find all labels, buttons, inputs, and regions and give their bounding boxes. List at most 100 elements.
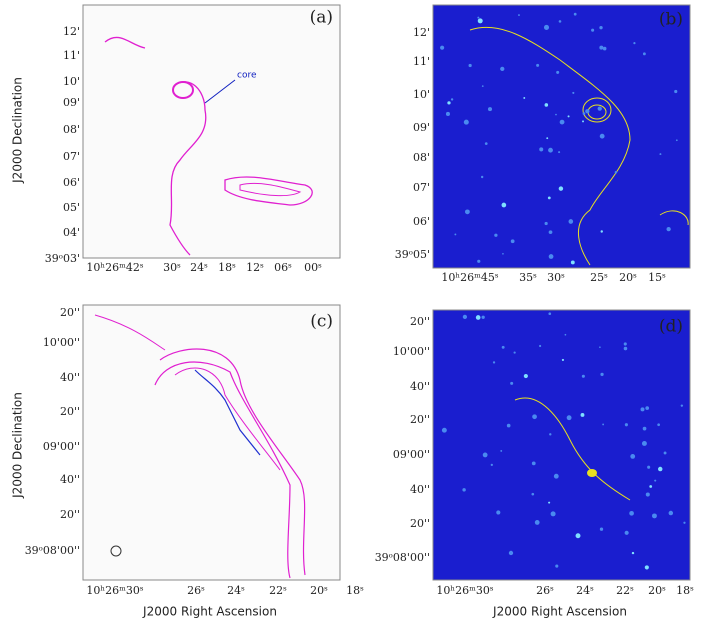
star	[445, 111, 450, 116]
x-tick-label: 25ˢ	[590, 271, 608, 284]
star	[518, 14, 520, 16]
y-tick-label: 05'	[63, 201, 80, 214]
x-tick-label: 12ˢ	[246, 261, 264, 274]
star	[651, 513, 657, 519]
star	[543, 24, 550, 30]
y-tick-label: 09'00''	[43, 440, 80, 453]
x-tick-label: 00ˢ	[304, 261, 322, 274]
star	[674, 89, 678, 94]
x-tick-label: 10ʰ26ᵐ30ˢ	[436, 584, 493, 597]
contours	[94, 12, 689, 579]
star	[599, 346, 601, 349]
star	[532, 414, 537, 420]
star	[657, 423, 661, 427]
star	[482, 452, 488, 458]
y-tick-label: 39ᵒ08'00''	[375, 551, 430, 564]
x-tick-label: 10ʰ26ᵐ45ˢ	[441, 271, 498, 284]
star	[633, 42, 636, 45]
star	[513, 351, 516, 354]
star	[534, 520, 540, 525]
star	[548, 254, 554, 259]
star	[510, 239, 515, 244]
star	[500, 66, 505, 71]
star	[487, 107, 493, 112]
star	[572, 91, 575, 94]
star	[558, 20, 562, 23]
star	[558, 151, 561, 154]
y-tick-label: 20''	[410, 413, 430, 426]
star	[623, 346, 628, 351]
x-tick-label: 35ˢ	[519, 271, 537, 284]
star	[559, 119, 565, 125]
star	[623, 342, 627, 346]
panel-label: (c)	[310, 312, 333, 332]
panel-c-image	[82, 304, 341, 581]
star	[564, 333, 567, 336]
star	[555, 564, 559, 568]
star	[548, 230, 553, 235]
star	[599, 45, 604, 50]
x-tick-label: 10ʰ26ᵐ30ˢ	[86, 584, 143, 597]
star	[463, 119, 469, 125]
star	[645, 492, 650, 497]
star	[642, 52, 646, 56]
y-tick-label: 20''	[60, 306, 80, 319]
x-tick-label: 26ˢ	[536, 584, 554, 597]
y-tick-label: 20''	[60, 405, 80, 418]
y-tick-label: 40''	[60, 473, 80, 486]
y-tick-label: 10'	[413, 88, 430, 101]
x-tick-label: 20ˢ	[619, 271, 637, 284]
star	[549, 433, 552, 436]
star	[649, 485, 653, 488]
star	[546, 137, 549, 140]
star	[666, 226, 671, 232]
x-tick-label: 18ˢ	[676, 584, 694, 597]
y-axis-title: J2000 Declination	[11, 77, 25, 184]
star	[644, 565, 649, 570]
y-tick-label: 39ᵒ05'	[395, 248, 430, 261]
star	[555, 113, 557, 116]
x-tick-label: 24ˢ	[576, 584, 594, 597]
star	[477, 18, 483, 24]
star	[536, 63, 540, 67]
x-tick-label: 26ˢ	[187, 584, 205, 597]
x-tick-label: 10ʰ26ᵐ42ˢ	[86, 261, 143, 274]
star	[631, 551, 635, 555]
star	[539, 344, 542, 348]
star	[580, 413, 585, 417]
star	[683, 521, 686, 524]
star	[464, 209, 470, 215]
star	[494, 233, 498, 237]
x-axis-title: J2000 Right Ascension	[492, 605, 627, 619]
y-tick-label: 40''	[410, 483, 430, 496]
star	[614, 170, 618, 174]
y-tick-label: 12'	[413, 26, 430, 39]
star	[502, 252, 504, 255]
x-tick-label: 20ˢ	[310, 584, 328, 597]
star	[462, 314, 468, 319]
annotation: core	[237, 71, 257, 81]
star	[602, 423, 605, 426]
y-tick-label: 40''	[60, 371, 80, 384]
star	[654, 479, 657, 482]
star	[630, 453, 636, 459]
star	[558, 186, 564, 191]
star	[462, 488, 466, 492]
star	[496, 510, 501, 515]
y-tick-label: 07'	[413, 181, 430, 194]
star	[454, 233, 457, 236]
star	[492, 361, 496, 364]
star	[531, 461, 536, 466]
star	[550, 511, 556, 517]
star	[480, 175, 484, 179]
star	[573, 12, 577, 16]
star	[477, 259, 481, 263]
y-axis-title: J2000 Declination	[11, 392, 25, 499]
y-tick-label: 10'00''	[393, 345, 430, 358]
star	[468, 63, 472, 68]
star	[447, 101, 451, 105]
star	[582, 112, 586, 115]
star	[484, 142, 488, 145]
star	[523, 373, 528, 379]
